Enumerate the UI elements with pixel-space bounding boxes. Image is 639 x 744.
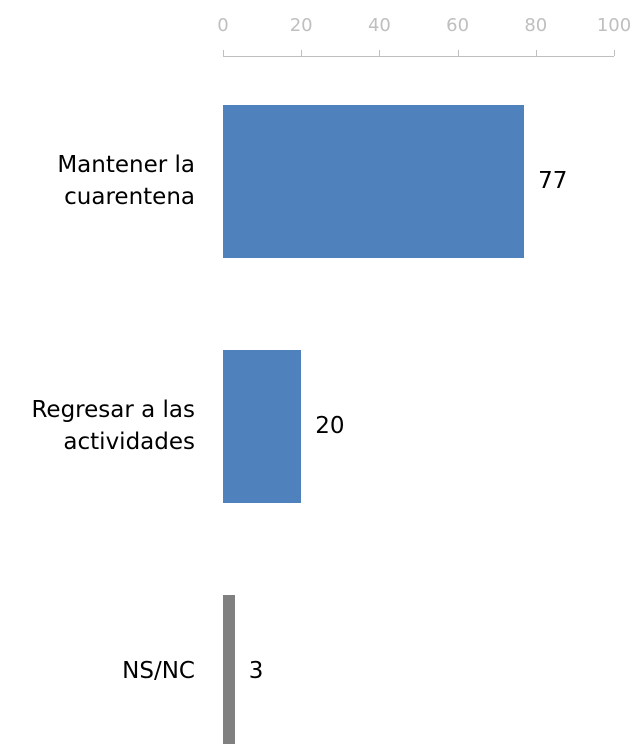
tick-mark xyxy=(614,50,615,56)
value-label: 20 xyxy=(315,413,345,439)
tick-mark xyxy=(535,50,537,56)
category-label: NS/NC xyxy=(122,658,195,684)
x-tick-label: 40 xyxy=(367,15,391,36)
category-label: Mantener la cuarentena xyxy=(57,152,195,210)
tick-mark xyxy=(301,50,303,56)
tick-mark xyxy=(223,50,224,56)
bar xyxy=(223,594,235,744)
x-tick-label: 60 xyxy=(446,15,470,36)
category-label: Regresar a las actividades xyxy=(31,397,195,455)
axis-line xyxy=(223,56,614,57)
bar xyxy=(223,104,525,258)
x-tick-label: 0 xyxy=(217,15,229,36)
value-label: 77 xyxy=(538,168,568,194)
value-label: 3 xyxy=(248,658,264,684)
tick-mark xyxy=(379,50,381,56)
x-tick-label: 80 xyxy=(524,15,548,36)
tick-mark xyxy=(457,50,459,56)
bar xyxy=(223,349,302,503)
x-tick-label: 20 xyxy=(289,15,313,36)
x-tick-label: 100 xyxy=(596,15,632,36)
